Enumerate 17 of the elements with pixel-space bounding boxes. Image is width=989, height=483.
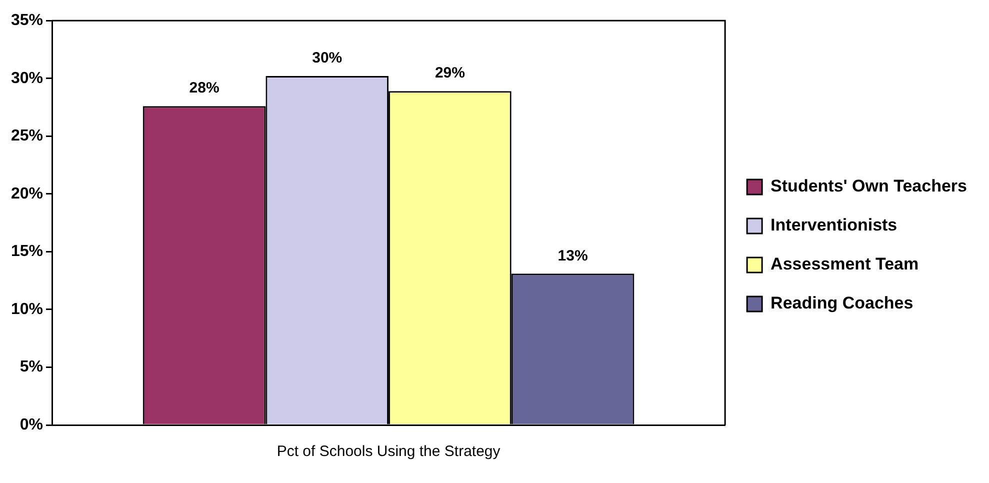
y-tick-label: 5% [20, 358, 44, 376]
legend-label: Students' Own Teachers [770, 176, 968, 196]
y-tick-label: 20% [10, 185, 44, 202]
y-tick-label: 10% [10, 300, 44, 318]
y-tick-label: 25% [10, 128, 44, 145]
y-tick-label: 30% [10, 70, 44, 87]
legend-label: Interventionists [770, 216, 898, 235]
x-tick-label: Pct of Schools Using the Strategy [276, 443, 501, 460]
y-tick-label: 15% [10, 243, 44, 260]
data-label: 13% [558, 247, 588, 264]
data-label: 28% [189, 80, 220, 97]
y-tick-label: 0% [20, 416, 44, 434]
legend-label: Assessment Team [770, 254, 919, 274]
legend-label: Reading Coaches [770, 294, 914, 313]
data-label: 30% [312, 50, 342, 67]
y-tick-label: 35% [10, 12, 44, 30]
data-label: 29% [434, 64, 465, 82]
